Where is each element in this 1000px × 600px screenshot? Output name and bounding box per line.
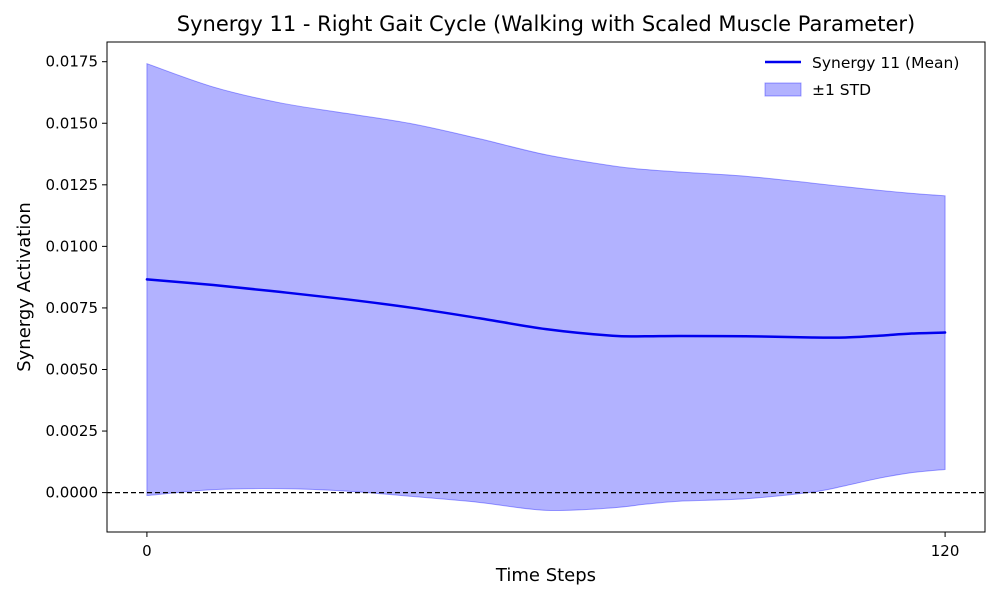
legend-box: [754, 48, 976, 106]
legend-label-mean: Synergy 11 (Mean): [812, 54, 959, 72]
y-tick-label: 0.0025: [46, 422, 99, 440]
x-tick-label: 120: [931, 542, 960, 560]
x-axis: 0 120: [142, 532, 959, 560]
y-tick-label: 0.0075: [46, 299, 99, 317]
std-band: [146, 62, 946, 512]
y-axis: 0.0000 0.0025 0.0050 0.0075 0.0100 0.0125 0.01…: [46, 53, 107, 502]
y-tick-label: 0.0050: [46, 360, 99, 378]
plot-frame: [106, 41, 986, 533]
y-axis-label: Synergy Activation: [14, 202, 35, 372]
x-axis-label: Time Steps: [495, 565, 596, 586]
y-tick-label: 0.0000: [46, 484, 99, 502]
x-tick-label: 0: [142, 542, 152, 560]
y-tick-label: 0.0150: [46, 114, 99, 132]
plot-area: [107, 62, 985, 512]
legend: Synergy 11 (Mean) ±1 STD: [754, 48, 976, 106]
mean-line: [145, 278, 947, 339]
legend-label-std: ±1 STD: [812, 81, 871, 99]
chart-title: Synergy 11 - Right Gait Cycle (Walking w…: [177, 12, 915, 36]
y-tick-label: 0.0125: [46, 176, 99, 194]
y-tick-label: 0.0100: [46, 237, 99, 255]
y-tick-label: 0.0175: [46, 53, 99, 71]
legend-swatch-std: [764, 82, 802, 97]
